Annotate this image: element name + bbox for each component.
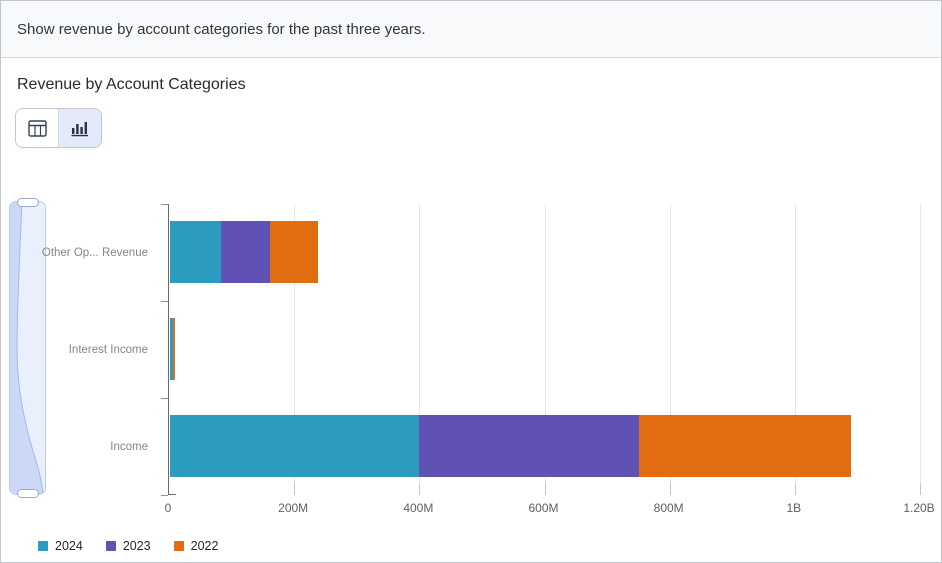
legend-item-2023[interactable]: 2023 (105, 539, 151, 553)
gridline (294, 204, 296, 495)
prompt-bar: Show revenue by account categories for t… (1, 1, 941, 58)
x-axis-label: 400M (403, 501, 434, 515)
view-toggle-group (15, 108, 102, 148)
x-axis-tick (294, 483, 296, 495)
x-axis-tick (920, 483, 921, 495)
range-navigator[interactable] (9, 198, 46, 498)
legend-swatch (38, 541, 48, 551)
bar-segment-2023[interactable] (419, 415, 640, 477)
gridline (669, 204, 671, 495)
gridline (544, 204, 546, 495)
table-icon (27, 119, 47, 137)
x-axis-label: 0 (164, 501, 172, 515)
stacked-bar (170, 415, 851, 477)
x-axis-tick (419, 483, 421, 495)
toggle-separator (58, 109, 59, 147)
bar-segment-2024[interactable] (170, 318, 173, 380)
legend: 2024 2023 2022 (38, 539, 218, 553)
navigator-handle-bottom[interactable] (16, 489, 39, 498)
x-axis-label: 200M (278, 501, 309, 515)
stacked-bar (170, 221, 319, 283)
y-axis-tick (161, 301, 168, 302)
bar-chart-icon (71, 121, 88, 136)
gridline (419, 204, 421, 495)
bar-segment-2024[interactable] (170, 221, 222, 283)
bar-segment-2023[interactable] (172, 318, 174, 380)
x-axis-tick (669, 483, 671, 495)
bar-row (169, 204, 920, 301)
category-labels: Other Op... Revenue Interest Income Income (1, 204, 158, 495)
chart-area: Other Op... Revenue Interest Income Income… (1, 196, 941, 562)
chart-view-button[interactable] (59, 109, 101, 147)
plot-area (161, 204, 921, 496)
table-view-button[interactable] (16, 109, 58, 147)
x-axis-tick (544, 483, 546, 495)
legend-label: 2023 (122, 539, 151, 553)
category-label: Income (110, 440, 148, 453)
gridline (794, 204, 796, 495)
legend-label: 2022 (190, 539, 219, 553)
legend-swatch (105, 541, 116, 551)
x-axis-origin-tick (169, 494, 176, 495)
navigator-preview (10, 202, 44, 494)
bar-segment-2022[interactable] (173, 318, 175, 380)
category-label: Other Op... Revenue (41, 246, 148, 259)
y-axis-tick (161, 398, 168, 399)
stacked-bar (170, 318, 175, 380)
bar-segment-2024[interactable] (170, 415, 420, 477)
x-axis-tick (794, 483, 796, 495)
page-title: Revenue by Account Categories (17, 76, 246, 93)
legend-label: 2024 (55, 539, 83, 553)
legend-swatch (173, 541, 184, 551)
x-axis-label: 800M (653, 501, 684, 515)
y-axis-tick (161, 495, 168, 496)
bar-segment-2022[interactable] (270, 221, 319, 283)
legend-item-2022[interactable]: 2022 (173, 539, 219, 553)
gridline (920, 204, 921, 495)
bar-row (169, 398, 920, 495)
bar-row (169, 301, 920, 398)
x-axis-label: 1B (786, 501, 802, 515)
bar-segment-2022[interactable] (639, 415, 851, 477)
x-axis-label: 600M (528, 501, 559, 515)
prompt-text: Show revenue by account categories for t… (17, 20, 426, 38)
y-axis-tick (161, 204, 168, 205)
x-axis-label: 1.20B (903, 501, 935, 515)
bar-segment-2023[interactable] (221, 221, 271, 283)
legend-item-2024[interactable]: 2024 (38, 539, 83, 553)
navigator-handle-top[interactable] (16, 198, 39, 207)
category-label: Interest Income (68, 343, 148, 356)
